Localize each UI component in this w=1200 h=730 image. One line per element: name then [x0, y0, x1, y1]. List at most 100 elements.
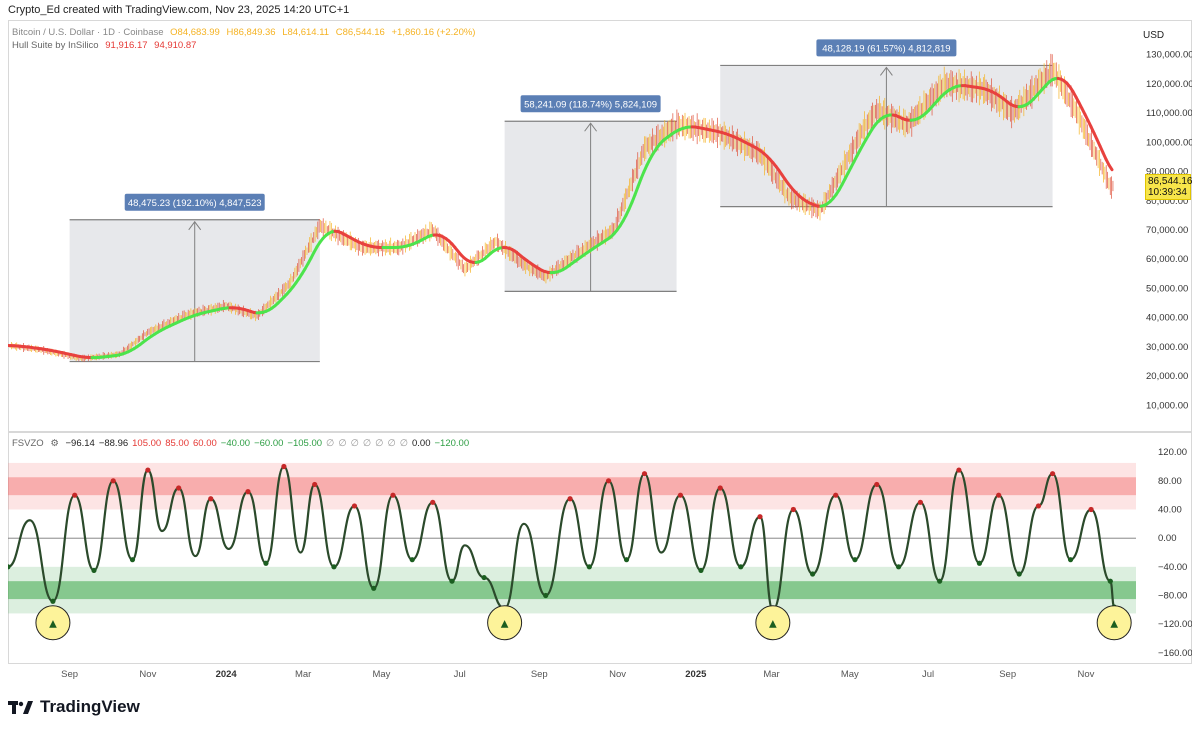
- bottom-signal-circle: [487, 605, 523, 641]
- close-value: C86,544.16: [335, 27, 385, 38]
- time-tick-label: Mar: [763, 669, 779, 680]
- bottom-signal-circle: [35, 605, 71, 641]
- oscillator-pivot: [390, 492, 396, 498]
- oscillator-value: 0.00: [412, 438, 431, 449]
- bottom-signal-circle: [755, 605, 791, 641]
- price-tick-label: 90,000.00: [1146, 167, 1188, 178]
- time-tick-label: Sep: [999, 669, 1016, 680]
- oscillator-value: −120.00: [434, 438, 470, 449]
- time-tick-label: Nov: [1077, 669, 1094, 680]
- oscillator-pivot: [312, 481, 318, 488]
- bottom-signal-icon: ▲: [769, 619, 777, 630]
- oscillator-tick-label: −40.00: [1158, 562, 1187, 573]
- oscillator-value: −96.14: [65, 438, 95, 449]
- oscillator-pivot: [677, 492, 684, 498]
- oscillator-pivot: [833, 492, 839, 498]
- hull-segment: [1107, 163, 1114, 172]
- oscillator-tick-label: 0.00: [1158, 533, 1177, 544]
- oscillator-pivot: [449, 578, 455, 584]
- oscillator-pivot: [757, 514, 763, 520]
- oscillator-pivot: [72, 492, 78, 498]
- measure-label-bg: [124, 193, 265, 211]
- time-tick-label: 2024: [216, 669, 238, 680]
- bottom-signal-circle: [1096, 605, 1132, 641]
- oscillator-value: ∅: [387, 438, 396, 449]
- indicator-value-2: 94,910.87: [154, 40, 197, 51]
- chart-frame: Crypto_Ed created with TradingView.com, …: [8, 0, 1193, 730]
- oscillator-value: −88.96: [98, 438, 129, 449]
- oscillator-value: 60.00: [192, 438, 217, 449]
- oscillator-value: −60.00: [254, 438, 284, 449]
- axes: 130,000.00 120,000.00 110,000.00 100,000.00…: [61, 50, 1192, 680]
- time-tick-label: Nov: [139, 669, 156, 680]
- currency-label[interactable]: USD: [1143, 30, 1165, 41]
- oscillator-value: ∅: [362, 438, 372, 449]
- oscillator-settings-icon[interactable]: ⚙: [50, 438, 59, 449]
- oscillator-pivot: [1067, 557, 1074, 563]
- oscillator-pivot: [50, 598, 56, 604]
- main-panel[interactable]: [8, 20, 1192, 432]
- oscillator-values: −96.14 −88.96 105.00 85.00 60.00 −40.00 −60.00…: [65, 438, 473, 449]
- oscillator-value: ∅: [338, 438, 347, 449]
- oscillator-pane: ▲ ▲ ▲ ▲: [8, 462, 1136, 641]
- change-value: +1,860.16 (+2.20%): [391, 27, 476, 38]
- oscillator-tick-label: −160.00: [1158, 648, 1192, 659]
- time-tick-label: May: [841, 669, 859, 680]
- measure-label-bg: [520, 95, 661, 113]
- oscillator-value: ∅: [399, 438, 408, 449]
- oscillator-pivot: [1107, 578, 1113, 584]
- price-tick-label: 80,000.00: [1146, 196, 1188, 207]
- measure-arrow-head: [880, 66, 893, 76]
- oscillator-pivot: [176, 485, 182, 491]
- oscillator-value: −105.00: [287, 438, 323, 449]
- oscillator-pivot: [351, 503, 358, 509]
- oscillator-pivot: [937, 578, 943, 584]
- oscillator-pivot: [245, 488, 251, 495]
- header-attribution: Crypto_Ed created with TradingView.com, …: [8, 4, 350, 16]
- oscillator-value: ∅: [375, 438, 384, 449]
- oscillator-pivot: [586, 564, 592, 570]
- oscillator-pivot: [698, 567, 704, 574]
- oscillator-pivot: [1035, 503, 1042, 509]
- oscillator-pivot: [481, 574, 487, 581]
- oscillator-tick-label: 120.00: [1158, 447, 1187, 458]
- open-value: O84,683.99: [170, 27, 220, 38]
- last-price-tag: 86,544.16 10:39:34: [1145, 174, 1193, 200]
- time-tick-label: Nov: [609, 669, 626, 680]
- chart-svg[interactable]: 48,475.23 (192.10%) 4,847,523 58,241.09 (…: [8, 0, 1192, 690]
- oscillator-pivot: [1016, 571, 1022, 577]
- measure-label: 48,128.19 (61.57%) 4,812,819: [822, 43, 950, 54]
- indicator-value-1: 91,916.17: [105, 40, 148, 51]
- time-tick-label: Sep: [61, 669, 78, 680]
- oscillator-pivot: [371, 585, 377, 591]
- oscillator-pivot: [956, 467, 962, 473]
- bottom-signal-icon: ▲: [49, 619, 57, 630]
- price-tick-label: 20,000.00: [1146, 371, 1188, 382]
- price-tick-label: 50,000.00: [1146, 283, 1188, 294]
- measure-arrow-head: [584, 122, 598, 132]
- oscillator-tick-label: −120.00: [1158, 619, 1192, 630]
- symbol-label: Bitcoin / U.S. Dollar · 1D · Coinbase: [12, 27, 164, 38]
- bar-countdown: 10:39:34: [1148, 187, 1187, 198]
- oscillator-pivot: [895, 564, 902, 570]
- time-tick-label: Jul: [454, 669, 466, 680]
- price-tick-label: 120,000.00: [1146, 79, 1192, 90]
- price-tick-label: 110,000.00: [1146, 108, 1192, 119]
- price-tick-label: 130,000.00: [1146, 50, 1192, 61]
- oscillator-pivot: [717, 485, 723, 491]
- oscillator-pivot: [641, 471, 648, 477]
- oversold-core: [8, 581, 1136, 600]
- oscillator-panel[interactable]: [8, 432, 1192, 664]
- oscillator-pivot: [1049, 471, 1056, 477]
- oscillator-pivot: [208, 496, 214, 502]
- tradingview-logo[interactable]: TradingView: [8, 697, 140, 717]
- measure-label: 58,241.09 (118.74%) 5,824,109: [524, 99, 657, 110]
- last-price-value: 86,544.16: [1148, 176, 1193, 187]
- measure-label-bg: [816, 39, 957, 57]
- time-tick-label: Sep: [531, 669, 548, 680]
- oscillator-pivot: [409, 557, 415, 563]
- time-tick-label: 2025: [685, 669, 707, 680]
- oscillator-pivot: [852, 557, 858, 563]
- measure-arrow-head: [188, 220, 202, 231]
- oscillator-pivot: [567, 496, 573, 502]
